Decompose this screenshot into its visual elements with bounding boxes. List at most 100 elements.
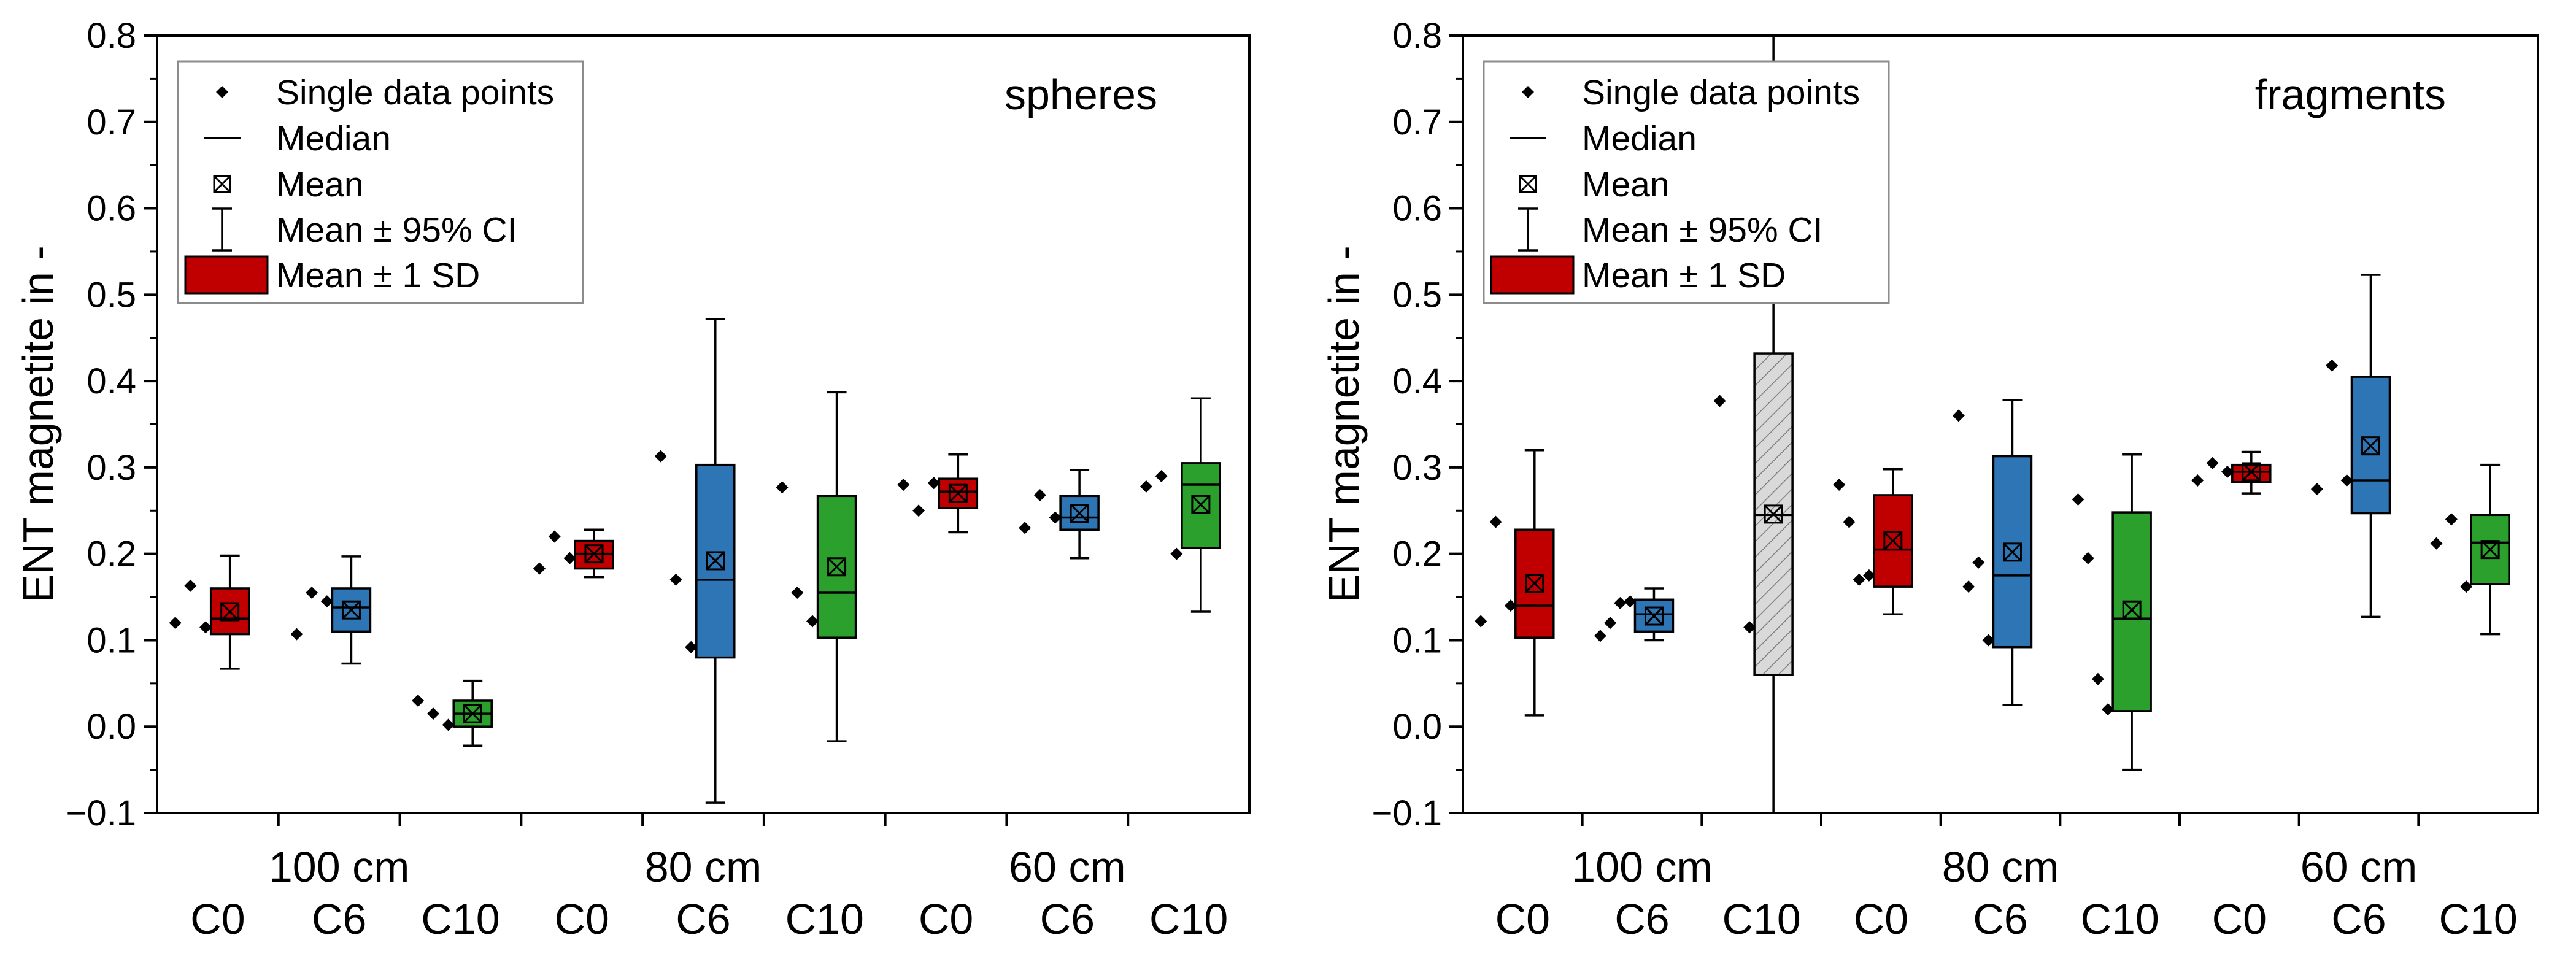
mean-marker-cross [584, 544, 604, 563]
mean-marker-cross [949, 484, 968, 503]
mean-marker-cross [1070, 504, 1089, 523]
y-tick-label: 0.1 [87, 620, 136, 660]
legend-label-sd: Mean ± 1 SD [1582, 256, 1786, 295]
data-point [533, 562, 546, 575]
box-group [2072, 453, 2152, 771]
legend-key-sd [1490, 255, 1575, 295]
condition-label: C0 [1495, 895, 1550, 943]
y-tick-label: −0.1 [66, 793, 137, 833]
mean-marker [2002, 542, 2022, 562]
condition-label: C0 [1854, 895, 1908, 943]
box-group [412, 679, 493, 747]
mean-marker [2242, 462, 2261, 482]
mean-marker-cross [1764, 504, 1783, 523]
box-group [1952, 399, 2033, 706]
legend-label-single: Single data points [1582, 73, 1860, 112]
sd-box [1059, 495, 1100, 531]
data-point [1972, 556, 1985, 569]
data-point [654, 450, 667, 463]
legend-key-point [1522, 86, 1534, 98]
box-group [2191, 450, 2272, 495]
box-group [1713, 36, 1794, 813]
y-tick-label: 0.2 [1392, 534, 1442, 574]
mean-marker [1883, 531, 1903, 551]
y-tick-label: 0.4 [87, 361, 136, 401]
data-point [2340, 474, 2353, 487]
legend-label-mean: Mean [1582, 165, 1670, 204]
data-point [2102, 703, 2115, 716]
condition-label: C6 [676, 895, 730, 943]
legend-label-ci: Mean ± 95% CI [276, 210, 517, 250]
panel-title: spheres [1005, 71, 1157, 118]
box-group [1594, 587, 1675, 642]
mean-marker-cross [2481, 540, 2500, 559]
data-point [2081, 552, 2094, 564]
mean-marker [706, 551, 725, 571]
data-point [1475, 615, 1487, 628]
data-point [412, 694, 425, 707]
data-point [1594, 630, 1606, 642]
y-tick-label: 0.0 [87, 707, 136, 747]
y-tick-label: 0.8 [1392, 16, 1442, 56]
legend: Single data points Median Mean Mean ± 95% C… [1483, 60, 1890, 304]
box-group [1833, 468, 1913, 615]
mean-marker-cross [2242, 462, 2261, 481]
data-point [1952, 409, 1965, 422]
data-point [1713, 395, 1726, 407]
data-point [1155, 469, 1168, 482]
mean-marker-cross [463, 704, 482, 723]
data-point [1853, 573, 1865, 586]
data-point [776, 481, 789, 494]
mean-marker [584, 544, 604, 564]
y-tick-label: 0.6 [1392, 189, 1442, 229]
condition-label: C6 [2331, 895, 2386, 943]
mean-marker [1525, 574, 1544, 593]
condition-label: C10 [2439, 895, 2517, 943]
mean-marker-cross [1191, 495, 1210, 514]
data-point [2460, 580, 2473, 593]
data-point [2445, 513, 2458, 526]
mean-marker [1191, 495, 1211, 514]
data-point [2091, 672, 2104, 685]
box-group [169, 554, 250, 670]
group-label: 100 cm [1571, 843, 1713, 891]
legend-key-point [216, 86, 228, 98]
legend-key-ci [212, 207, 232, 252]
data-point [563, 552, 576, 564]
mean-marker-cross [342, 601, 361, 620]
group-label: 80 cm [645, 843, 762, 891]
group-label: 80 cm [1942, 843, 2059, 891]
mean-marker [341, 600, 361, 620]
panel-fragments: −0.1 0.0 0.1 0.2 0.3 0.4 0.5 0.6 0.7 0.8 ENT magne… [1320, 16, 2539, 943]
data-point [184, 579, 197, 592]
mean-marker [1070, 504, 1089, 523]
mean-marker-cross [2361, 436, 2380, 455]
panel-spheres: −0.1 0.0 0.1 0.2 0.3 0.4 0.5 0.6 0.7 0.8 ENT magne… [14, 16, 1251, 943]
y-tick-label: 0.7 [87, 102, 136, 142]
data-point [1049, 511, 1062, 524]
mean-marker [2361, 436, 2380, 456]
data-point [806, 615, 819, 628]
legend-label-median: Median [1582, 119, 1697, 158]
data-point [1624, 595, 1637, 608]
data-point [306, 587, 318, 599]
data-point [2310, 483, 2323, 496]
data-point [1843, 515, 1856, 528]
data-point [669, 573, 682, 586]
legend-label-single: Single data points [276, 73, 554, 112]
mean-marker-cross [706, 551, 725, 570]
box-group [1140, 397, 1221, 613]
mean-marker-cross [220, 602, 239, 622]
data-point [1504, 599, 1517, 612]
data-point [290, 628, 303, 641]
data-point [1982, 634, 1995, 647]
data-point [1489, 515, 1502, 528]
sd-box [1992, 455, 2033, 649]
y-tick-label: 0.8 [87, 16, 136, 56]
data-point [897, 479, 910, 491]
legend-label-mean: Mean [276, 165, 364, 204]
y-tick-label: 0.0 [1392, 707, 1442, 747]
data-point [912, 504, 925, 517]
legend: Single data points Median Mean Mean ± 95% C… [177, 60, 584, 304]
mean-marker-cross [2123, 601, 2142, 620]
